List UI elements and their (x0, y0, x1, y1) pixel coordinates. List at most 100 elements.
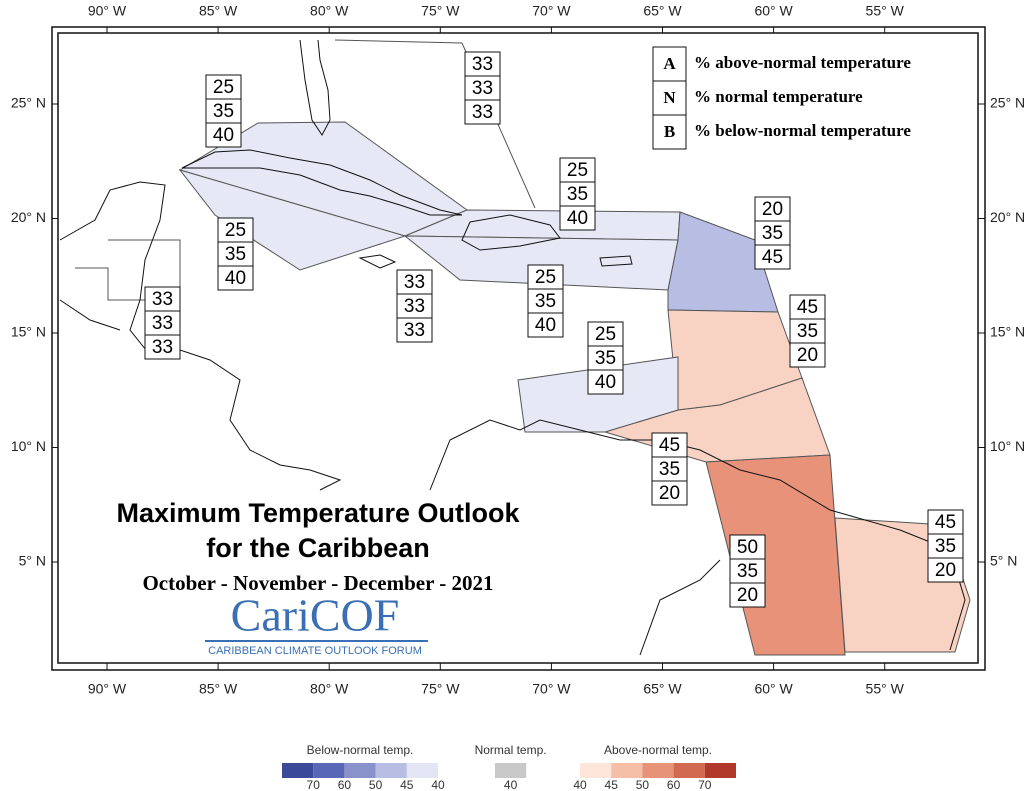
colorbar-title: Below-normal temp. (307, 743, 414, 757)
prob-value: 33 (404, 296, 425, 317)
colorbar-label: 40 (573, 778, 587, 791)
colorbar-cell (673, 763, 705, 778)
lon-label: 55° W (866, 681, 905, 697)
logo: CariCOF (231, 590, 400, 641)
prob-box (587, 369, 624, 395)
logo-subtitle: CARIBBEAN CLIMATE OUTLOOK FORUM (208, 645, 422, 657)
prob-value: 33 (472, 54, 493, 75)
lon-label: 70° W (532, 681, 571, 697)
prob-value: 33 (152, 337, 173, 358)
key-box (652, 114, 687, 150)
title-line: Maximum Temperature Outlook (116, 498, 520, 528)
colorbar-label: 45 (605, 778, 619, 791)
lon-label: 65° W (643, 681, 682, 697)
colorbar-cell (406, 763, 438, 778)
lon-label: 75° W (421, 681, 460, 697)
prob-box (559, 205, 596, 231)
prob-box (729, 534, 766, 560)
period: October - November - December - 2021 (142, 571, 493, 595)
title-backdrop (60, 492, 560, 662)
title-block: Maximum Temperature Outlook for the Cari… (60, 492, 560, 662)
prob-box (729, 558, 766, 584)
prob-value: 40 (213, 125, 234, 146)
colorbar: Below-normal temp. 70 60 50 45 40 Normal temp.… (282, 743, 736, 791)
lon-label: 60° W (754, 3, 793, 19)
lon-label: 70° W (532, 3, 571, 19)
key-letter: B (664, 122, 675, 141)
prob-box (587, 345, 624, 371)
coastlines (59, 39, 966, 656)
prob-value: 33 (472, 78, 493, 99)
prob-box (217, 241, 254, 267)
prob-box (789, 342, 826, 368)
prob-box (205, 74, 242, 100)
prob-value: 25 (567, 160, 588, 181)
lon-label: 80° W (310, 3, 349, 19)
lat-label: 25° N (990, 95, 1025, 111)
outer-frame (51, 26, 986, 671)
cuba (181, 149, 463, 216)
lon-label: 55° W (866, 3, 905, 19)
lat-label: 10° N (11, 438, 46, 454)
prob-box (729, 582, 766, 608)
prob-value: 20 (659, 483, 680, 504)
lat-label: 5° N (990, 553, 1017, 569)
lon-label: 90° W (88, 3, 127, 19)
prob-value: 40 (595, 372, 616, 393)
colorbar-label: 50 (636, 778, 650, 791)
prob-value: 33 (404, 272, 425, 293)
colorbar-label: 60 (667, 778, 681, 791)
lon-label: 65° W (643, 3, 682, 19)
prob-box (144, 286, 181, 312)
lat-label: 20° N (11, 209, 46, 225)
prob-value: 25 (225, 220, 246, 241)
lon-label: 75° W (421, 3, 460, 19)
colorbar-cell (611, 763, 643, 778)
colorbar-cell (704, 763, 736, 778)
prob-value: 40 (567, 208, 588, 229)
lat-label: 15° N (11, 324, 46, 340)
prob-box (754, 244, 791, 270)
colorbar-cell (580, 763, 612, 778)
prob-value: 35 (225, 244, 246, 265)
prob-value: 45 (935, 512, 956, 533)
prob-box (559, 157, 596, 183)
prob-value: 33 (152, 289, 173, 310)
lon-label: 90° W (88, 681, 127, 697)
colorbar-title: Normal temp. (475, 743, 547, 757)
prob-value: 25 (595, 324, 616, 345)
prob-box (144, 310, 181, 336)
prob-box (205, 98, 242, 124)
prob-value: 20 (797, 345, 818, 366)
key-letter: A (663, 54, 676, 73)
prob-value: 20 (762, 199, 783, 220)
lon-label: 60° W (754, 681, 793, 697)
colorbar-cell (495, 763, 527, 778)
prob-value: 45 (797, 297, 818, 318)
prob-value: 33 (404, 320, 425, 341)
colorbar-label: 50 (369, 778, 383, 791)
jamaica (358, 254, 397, 269)
prob-value: 35 (737, 561, 758, 582)
key-box (652, 80, 687, 116)
prob-value: 33 (152, 313, 173, 334)
prob-box (464, 99, 501, 125)
prob-box (144, 334, 181, 360)
prob-box (205, 122, 242, 148)
hispaniola (461, 214, 561, 251)
prob-box (217, 217, 254, 243)
colorbar-label: 70 (307, 778, 321, 791)
prob-box (527, 264, 564, 290)
prob-value: 35 (595, 348, 616, 369)
colorbar-cell (313, 763, 345, 778)
prob-value: 45 (762, 247, 783, 268)
prob-box (396, 317, 433, 343)
title-line: for the Caribbean (206, 533, 430, 563)
lon-label: 80° W (310, 681, 349, 697)
colorbar-label: 40 (504, 778, 518, 791)
prob-box (587, 321, 624, 347)
florida (299, 39, 331, 136)
puerto-rico (599, 255, 633, 267)
prob-value: 35 (535, 291, 556, 312)
prob-value: 35 (762, 223, 783, 244)
